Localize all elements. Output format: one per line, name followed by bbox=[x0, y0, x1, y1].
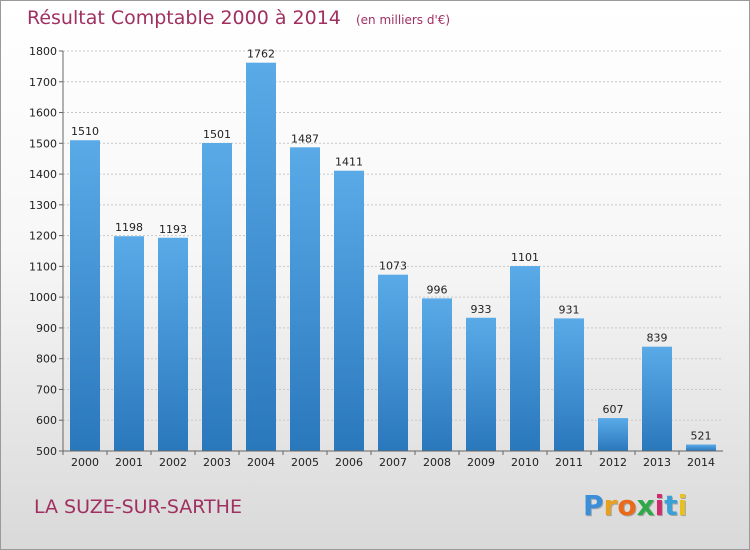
bar-2014 bbox=[686, 444, 716, 451]
value-label: 521 bbox=[691, 430, 712, 443]
y-tick-label: 1800 bbox=[29, 45, 57, 58]
logo-letter: P bbox=[583, 489, 604, 522]
logo-letter: o bbox=[617, 489, 637, 522]
y-axis: 500 600 700 800 900 1000 1100 1200 1300 1400 1500 1… bbox=[29, 45, 64, 458]
value-label: 1073 bbox=[379, 260, 407, 273]
y-tick-label: 1400 bbox=[29, 168, 57, 181]
value-label: 1193 bbox=[159, 223, 187, 236]
y-tick-label: 1000 bbox=[29, 291, 57, 304]
x-tick-label: 2007 bbox=[379, 456, 407, 469]
title-text: Résultat Comptable 2000 à 2014 bbox=[27, 7, 341, 29]
value-label: 607 bbox=[603, 403, 624, 416]
y-tick-label: 1700 bbox=[29, 76, 57, 89]
logo-letter: i bbox=[677, 489, 688, 522]
value-label: 1198 bbox=[115, 221, 143, 234]
bar-2002 bbox=[158, 237, 188, 451]
proxiti-logo: Proxiti bbox=[583, 489, 687, 522]
x-tick-label: 2003 bbox=[203, 456, 231, 469]
x-tick-label: 2005 bbox=[291, 456, 319, 469]
bars bbox=[70, 62, 716, 452]
title-unit: (en milliers d'€) bbox=[355, 13, 451, 27]
value-label: 839 bbox=[647, 332, 668, 345]
x-tick-label: 2010 bbox=[511, 456, 539, 469]
x-tick-label: 2004 bbox=[247, 456, 275, 469]
value-labels: 1510 1198 1193 1501 1762 1487 1411 1073 996 933 11… bbox=[71, 48, 712, 443]
x-tick-label: 2014 bbox=[687, 456, 715, 469]
bar-2009 bbox=[466, 317, 496, 451]
commune-name: LA SUZE-SUR-SARTHE bbox=[34, 496, 242, 518]
x-tick-label: 2013 bbox=[643, 456, 671, 469]
x-tick-label: 2011 bbox=[555, 456, 583, 469]
chart-title: Résultat Comptable 2000 à 2014 (en milli… bbox=[27, 7, 450, 29]
value-label: 931 bbox=[559, 303, 580, 316]
value-label: 1762 bbox=[247, 48, 275, 61]
y-tick-label: 600 bbox=[36, 414, 57, 427]
bar-2001 bbox=[114, 236, 144, 451]
logo-letter: i bbox=[654, 489, 665, 522]
y-tick-label: 800 bbox=[36, 353, 57, 366]
value-label: 996 bbox=[427, 283, 448, 296]
bar-2010 bbox=[510, 266, 540, 451]
bar-2011 bbox=[554, 318, 584, 451]
x-tick-label: 2009 bbox=[467, 456, 495, 469]
x-tick-label: 2012 bbox=[599, 456, 627, 469]
bar-2008 bbox=[422, 298, 452, 451]
x-tick-label: 2001 bbox=[115, 456, 143, 469]
y-tick-label: 900 bbox=[36, 322, 57, 335]
y-tick-label: 500 bbox=[36, 445, 57, 458]
bar-2004 bbox=[246, 62, 276, 451]
logo-letter: x bbox=[636, 489, 655, 522]
bar-2013 bbox=[642, 346, 672, 451]
x-tick-label: 2008 bbox=[423, 456, 451, 469]
bar-2006 bbox=[334, 170, 364, 451]
y-tick-label: 1300 bbox=[29, 199, 57, 212]
bar-2007 bbox=[378, 274, 408, 451]
bar-2012 bbox=[598, 418, 628, 451]
y-tick-label: 1100 bbox=[29, 260, 57, 273]
value-label: 1411 bbox=[335, 156, 363, 169]
value-label: 1501 bbox=[203, 128, 231, 141]
bar-2000 bbox=[70, 140, 100, 451]
x-tick-label: 2006 bbox=[335, 456, 363, 469]
y-tick-label: 700 bbox=[36, 383, 57, 396]
x-tick-label: 2000 bbox=[71, 456, 99, 469]
x-tick-label: 2002 bbox=[159, 456, 187, 469]
y-tick-label: 1600 bbox=[29, 107, 57, 120]
value-label: 933 bbox=[471, 303, 492, 316]
value-label: 1101 bbox=[511, 251, 539, 264]
bar-2005 bbox=[290, 147, 320, 452]
value-label: 1487 bbox=[291, 132, 319, 145]
value-label: 1510 bbox=[71, 125, 99, 138]
y-tick-label: 1200 bbox=[29, 230, 57, 243]
y-tick-label: 1500 bbox=[29, 137, 57, 150]
bar-2003 bbox=[202, 143, 232, 451]
logo-letter: r bbox=[603, 489, 618, 522]
x-axis: 2000 2001 2002 2003 2004 2005 2006 2007 2008 2009… bbox=[62, 450, 723, 469]
logo-letter: t bbox=[664, 489, 678, 522]
